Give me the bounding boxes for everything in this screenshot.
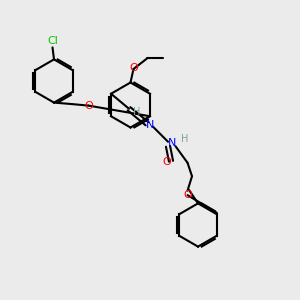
Text: N: N — [146, 120, 154, 130]
Text: O: O — [129, 63, 138, 74]
Text: O: O — [84, 100, 93, 111]
Text: O: O — [183, 190, 192, 200]
Text: N: N — [168, 138, 177, 148]
Text: H: H — [181, 134, 188, 144]
Text: H: H — [133, 107, 140, 117]
Text: Cl: Cl — [47, 36, 58, 46]
Text: O: O — [162, 157, 171, 167]
